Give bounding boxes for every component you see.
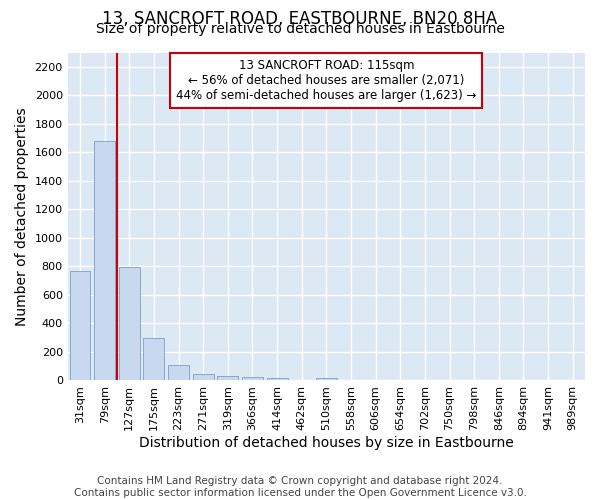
Y-axis label: Number of detached properties: Number of detached properties bbox=[15, 107, 29, 326]
Bar bbox=[266, 378, 287, 380]
Text: 13, SANCROFT ROAD, EASTBOURNE, BN20 8HA: 13, SANCROFT ROAD, EASTBOURNE, BN20 8HA bbox=[103, 10, 497, 28]
Bar bbox=[119, 267, 140, 380]
Bar bbox=[168, 365, 189, 380]
Text: Size of property relative to detached houses in Eastbourne: Size of property relative to detached ho… bbox=[95, 22, 505, 36]
Bar bbox=[70, 270, 91, 380]
Bar bbox=[217, 376, 238, 380]
Bar bbox=[242, 378, 263, 380]
X-axis label: Distribution of detached houses by size in Eastbourne: Distribution of detached houses by size … bbox=[139, 436, 514, 450]
Bar bbox=[94, 141, 115, 380]
Bar bbox=[143, 338, 164, 380]
Text: 13 SANCROFT ROAD: 115sqm
← 56% of detached houses are smaller (2,071)
44% of sem: 13 SANCROFT ROAD: 115sqm ← 56% of detach… bbox=[176, 59, 476, 102]
Bar bbox=[316, 378, 337, 380]
Text: Contains HM Land Registry data © Crown copyright and database right 2024.
Contai: Contains HM Land Registry data © Crown c… bbox=[74, 476, 526, 498]
Bar bbox=[193, 374, 214, 380]
